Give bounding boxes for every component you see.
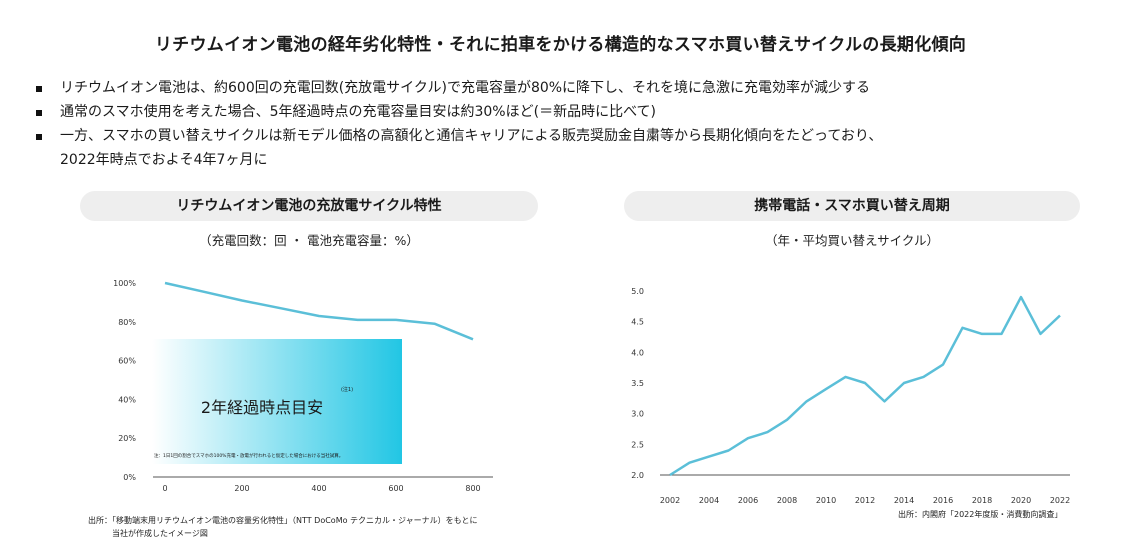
right-chart-plot: 2002 2004 2006 2008 2010 2012 2014 2016 2018 2020… bbox=[631, 287, 1070, 505]
left-chart-x-tick-label: 800 bbox=[465, 484, 480, 493]
right-chart-x-tick-label: 2014 bbox=[894, 496, 914, 505]
right-source-note: 出所：内閣府「2022年度版・消費動向調査」 bbox=[898, 510, 1063, 519]
right-chart-x-tick-label: 2008 bbox=[777, 496, 797, 505]
bullet-square-icon bbox=[36, 110, 42, 116]
right-chart-x-tick-label: 2018 bbox=[972, 496, 992, 505]
right-chart-header: 携帯電話・スマホ買い替え周期 bbox=[624, 191, 1080, 221]
bullet-text: 2022年時点でおよそ4年7ヶ月に bbox=[60, 152, 268, 168]
overlay-note-mark: (注1) bbox=[341, 386, 353, 393]
left-chart-y-tick-label: 80% bbox=[118, 318, 136, 327]
bullet-item: リチウムイオン電池は、約600回の充電回数(充放電サイクル)で充電容量が80%に… bbox=[36, 76, 1096, 100]
right-chart-x-tick-label: 2012 bbox=[855, 496, 875, 505]
left-chart-x-tick-label: 200 bbox=[234, 484, 249, 493]
left-source-line2: 当社が作成したイメージ図 bbox=[112, 529, 208, 538]
left-source-line1: 出所：「移動端末用リチウムイオン電池の容量劣化特性」（NTT DoCoMo テク… bbox=[88, 516, 478, 525]
left-chart-subtitle: （充電回数：回 ・ 電池充電容量：%） bbox=[199, 233, 419, 248]
left-chart-x-tick-label: 0 bbox=[162, 484, 167, 493]
left-chart-y-tick-label: 60% bbox=[118, 357, 136, 366]
bullet-list: リチウムイオン電池は、約600回の充電回数(充放電サイクル)で充電容量が80%に… bbox=[36, 76, 1096, 172]
right-chart-x-tick-label: 2004 bbox=[699, 496, 719, 505]
right-chart-x-tick-label: 2010 bbox=[816, 496, 836, 505]
overlay-footnote: 注：1日1回の割合でスマホの100%充電・放電が行われると仮定した場合における当… bbox=[154, 452, 343, 459]
right-chart-y-tick-label: 3.5 bbox=[631, 379, 644, 388]
right-chart-x-tick-label: 2006 bbox=[738, 496, 758, 505]
left-chart-x-tick-label: 600 bbox=[388, 484, 403, 493]
left-chart-y-tick-label: 0% bbox=[123, 473, 136, 482]
right-chart-y-tick-label: 2.5 bbox=[631, 440, 644, 449]
bullet-text: リチウムイオン電池は、約600回の充電回数(充放電サイクル)で充電容量が80%に… bbox=[60, 80, 871, 96]
bullet-square-icon bbox=[36, 134, 42, 140]
right-chart-series-line bbox=[669, 295, 1061, 477]
right-chart-x-tick-label: 2022 bbox=[1050, 496, 1070, 505]
overlay-label: 2年経過時点目安 bbox=[201, 398, 323, 417]
right-chart-y-tick-label: 2.0 bbox=[631, 471, 644, 480]
bullet-item: 一方、スマホの買い替えサイクルは新モデル価格の高額化と通信キャリアによる販売奨励… bbox=[36, 124, 1096, 148]
bullet-item: 通常のスマホ使用を考えた場合、5年経過時点の充電容量目安は約30%ほど(＝新品時… bbox=[36, 100, 1096, 124]
page-title: リチウムイオン電池の経年劣化特性・それに拍車をかける構造的なスマホ買い替えサイク… bbox=[154, 35, 967, 55]
bullet-text: 通常のスマホ使用を考えた場合、5年経過時点の充電容量目安は約30%ほど(＝新品時… bbox=[60, 104, 656, 120]
two-year-overlay-box bbox=[152, 339, 402, 464]
left-chart-header: リチウムイオン電池の充放電サイクル特性 bbox=[80, 191, 538, 221]
left-chart-y-tick-label: 20% bbox=[118, 434, 136, 443]
bullet-item-continuation: 2022年時点でおよそ4年7ヶ月に bbox=[36, 148, 1096, 172]
right-chart-y-tick-label: 4.5 bbox=[631, 318, 644, 327]
right-chart-y-tick-label: 3.0 bbox=[631, 410, 644, 419]
left-chart-x-tick-label: 400 bbox=[311, 484, 326, 493]
left-chart-series-line bbox=[164, 281, 474, 341]
right-chart-x-tick-label: 2002 bbox=[660, 496, 680, 505]
bullet-square-icon bbox=[36, 86, 42, 92]
right-chart-x-tick-label: 2016 bbox=[933, 496, 953, 505]
left-chart-y-tick-label: 40% bbox=[118, 395, 136, 404]
left-chart-y-tick-label: 100% bbox=[113, 279, 136, 288]
right-chart-y-tick-label: 5.0 bbox=[631, 287, 644, 296]
left-chart-plot: 0 200 400 600 800 0% 20% 40% 60% 80% 100% bbox=[113, 279, 481, 493]
bullet-text: 一方、スマホの買い替えサイクルは新モデル価格の高額化と通信キャリアによる販売奨励… bbox=[60, 128, 883, 144]
right-chart-y-tick-label: 4.0 bbox=[631, 348, 644, 357]
right-chart-subtitle: （年・平均買い替えサイクル） bbox=[764, 233, 939, 248]
right-chart-x-tick-label: 2020 bbox=[1011, 496, 1031, 505]
